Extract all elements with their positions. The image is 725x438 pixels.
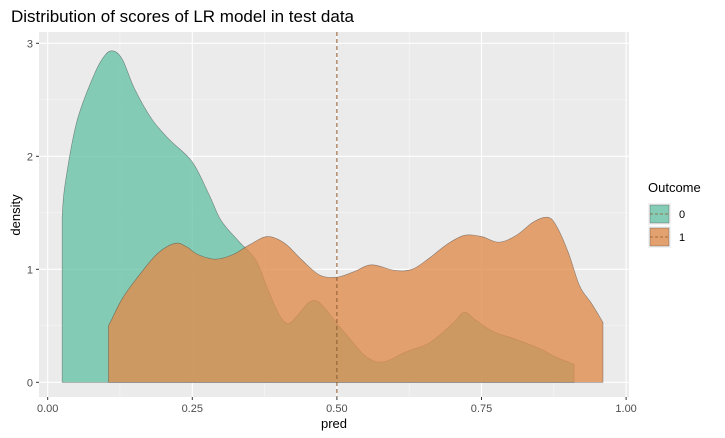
- legend-title: Outcome: [648, 180, 701, 195]
- x-tick-label: 0.75: [471, 403, 492, 415]
- x-axis: 0.00 0.25 0.50 0.75 1.00: [37, 397, 637, 415]
- x-tick-label: 0.00: [37, 403, 58, 415]
- y-axis: 0 1 2 3: [27, 38, 39, 389]
- x-tick-label: 0.25: [182, 403, 203, 415]
- y-tick-label: 1: [27, 264, 33, 276]
- chart-title: Distribution of scores of LR model in te…: [11, 7, 355, 26]
- y-tick-label: 3: [27, 38, 33, 50]
- y-tick-label: 0: [27, 377, 33, 389]
- x-tick-label: 0.50: [326, 403, 347, 415]
- x-tick-label: 1.00: [615, 403, 636, 415]
- y-axis-title: density: [8, 194, 23, 236]
- x-axis-title: pred: [321, 416, 347, 431]
- legend-items: 01: [648, 203, 685, 248]
- y-tick-label: 2: [27, 151, 33, 163]
- legend: Outcome 01: [648, 180, 701, 248]
- density-layer: [61, 50, 604, 383]
- legend-label-0: 0: [679, 209, 685, 221]
- density-area-1: [108, 216, 604, 383]
- legend-label-1: 1: [679, 232, 685, 244]
